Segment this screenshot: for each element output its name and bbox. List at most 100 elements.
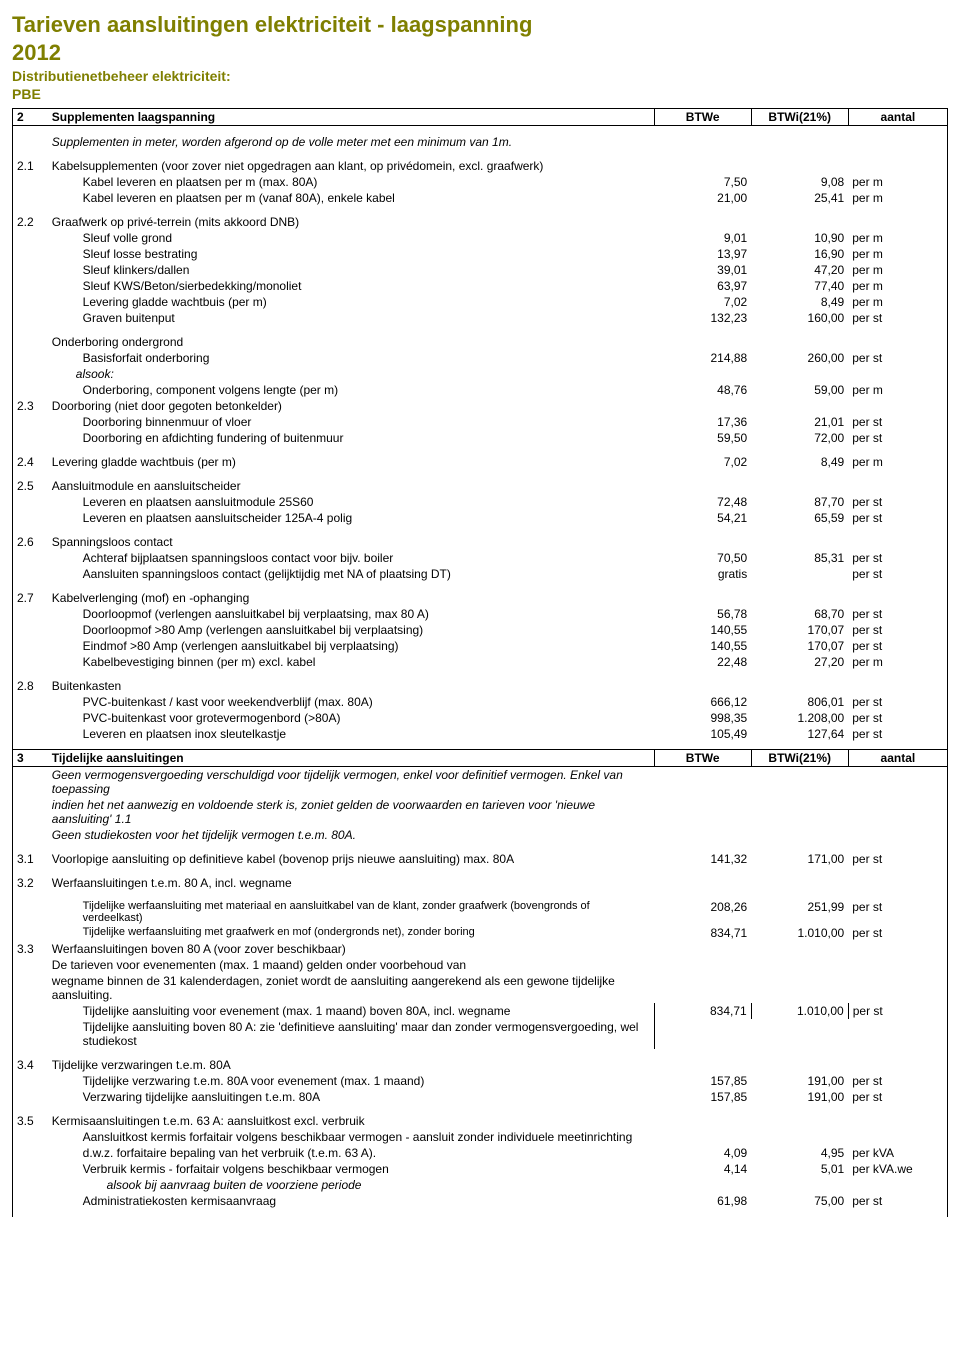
row-v2: 8,49 bbox=[751, 454, 848, 470]
table-row: Doorloopmof (verlengen aansluitkabel bij… bbox=[13, 606, 948, 622]
row-v1: 157,85 bbox=[654, 1073, 751, 1089]
row-unit: per st bbox=[848, 494, 947, 510]
row-unit: per st bbox=[848, 310, 947, 326]
table-row: Tijdelijke aansluiting boven 80 A: zie '… bbox=[13, 1019, 948, 1049]
row-label: Doorloopmof (verlengen aansluitkabel bij… bbox=[79, 606, 655, 622]
row-v2: 9,08 bbox=[751, 174, 848, 190]
table-row: PVC-buitenkast voor grotevermogenbord (>… bbox=[13, 710, 948, 726]
row-v2: 5,01 bbox=[751, 1161, 848, 1177]
row-v2: 1.208,00 bbox=[751, 710, 848, 726]
table-row: 3.1Voorlopige aansluiting op definitieve… bbox=[13, 851, 948, 867]
row-v1: 72,48 bbox=[654, 494, 751, 510]
table-row: Administratiekosten kermisaanvraag61,987… bbox=[13, 1193, 948, 1209]
intro-line: indien het net aanwezig en voldoende ste… bbox=[48, 797, 654, 827]
row-unit: per st bbox=[848, 638, 947, 654]
table-row: Sleuf volle grond9,0110,90per m bbox=[13, 230, 948, 246]
table-row: Verzwaring tijdelijke aansluitingen t.e.… bbox=[13, 1089, 948, 1105]
row-v1: 54,21 bbox=[654, 510, 751, 526]
row-num: 3.4 bbox=[13, 1057, 48, 1073]
row-unit: per m bbox=[848, 174, 947, 190]
row-v1: 7,50 bbox=[654, 174, 751, 190]
table-row: 2.6Spanningsloos contact bbox=[13, 534, 948, 550]
title-subtitle: Distributienetbeheer elektriciteit: bbox=[12, 68, 948, 84]
row-alsook: alsook bij aanvraag buiten de voorziene … bbox=[79, 1177, 655, 1193]
row-v2: 1.010,00 bbox=[751, 1003, 848, 1019]
table-row: Tijdelijke verzwaring t.e.m. 80A voor ev… bbox=[13, 1073, 948, 1089]
row-line: Aansluitkost kermis forfaitair volgens b… bbox=[79, 1129, 655, 1145]
table-row: 2.5Aansluitmodule en aansluitscheider bbox=[13, 478, 948, 494]
row-unit: per st bbox=[848, 622, 947, 638]
table-row: Geen vermogensvergoeding verschuldigd vo… bbox=[13, 767, 948, 798]
row-label: Achteraf bijplaatsen spanningsloos conta… bbox=[79, 550, 655, 566]
row-label: Tijdelijke verzwaring t.e.m. 80A voor ev… bbox=[79, 1073, 655, 1089]
col-btwi: BTWi(21%) bbox=[751, 109, 848, 126]
row-v2: 21,01 bbox=[751, 414, 848, 430]
row-num: 3.2 bbox=[13, 875, 48, 891]
table-row: 3.4Tijdelijke verzwaringen t.e.m. 80A bbox=[13, 1057, 948, 1073]
row-unit: per st bbox=[848, 566, 947, 582]
row-v1: 132,23 bbox=[654, 310, 751, 326]
table-row: Levering gladde wachtbuis (per m)7,028,4… bbox=[13, 294, 948, 310]
table-row: Geen studiekosten voor het tijdelijk ver… bbox=[13, 827, 948, 843]
table-row: Leveren en plaatsen aansluitscheider 125… bbox=[13, 510, 948, 526]
row-unit: per st bbox=[848, 606, 947, 622]
row-head: Kabelsupplementen (voor zover niet opged… bbox=[48, 158, 654, 174]
row-unit: per st bbox=[848, 899, 947, 925]
row-head: Spanningsloos contact bbox=[48, 534, 654, 550]
row-v1: 70,50 bbox=[654, 550, 751, 566]
row-head: Kabelverlenging (mof) en -ophanging bbox=[48, 590, 654, 606]
row-label: Leveren en plaatsen aansluitmodule 25S60 bbox=[79, 494, 655, 510]
intro-line: Geen studiekosten voor het tijdelijk ver… bbox=[48, 827, 654, 843]
row-label: Verzwaring tijdelijke aansluitingen t.e.… bbox=[79, 1089, 655, 1105]
row-label: Kabel leveren en plaatsen per m (vanaf 8… bbox=[79, 190, 655, 206]
row-unit: per m bbox=[848, 190, 947, 206]
row-v2: 75,00 bbox=[751, 1193, 848, 1209]
row-line: wegname binnen de 31 kalenderdagen, zoni… bbox=[48, 973, 654, 1003]
row-v1: 140,55 bbox=[654, 622, 751, 638]
table-row: alsook: bbox=[13, 366, 948, 382]
row-alsook: alsook: bbox=[48, 366, 654, 382]
table-row: 3.2Werfaansluitingen t.e.m. 80 A, incl. … bbox=[13, 875, 948, 891]
row-label: Kabel leveren en plaatsen per m (max. 80… bbox=[79, 174, 655, 190]
section-title: Tijdelijke aansluitingen bbox=[48, 750, 654, 767]
section-intro: Supplementen in meter, worden afgerond o… bbox=[48, 134, 654, 150]
row-num: 2.2 bbox=[13, 214, 48, 230]
row-unit: per st bbox=[848, 1073, 947, 1089]
table-row: De tarieven voor evenementen (max. 1 maa… bbox=[13, 957, 948, 973]
row-unit: per st bbox=[848, 414, 947, 430]
table-row: indien het net aanwezig en voldoende ste… bbox=[13, 797, 948, 827]
table-row: PVC-buitenkast / kast voor weekendverbli… bbox=[13, 694, 948, 710]
row-label: Verbruik kermis - forfaitair volgens bes… bbox=[79, 1161, 655, 1177]
row-v1: 39,01 bbox=[654, 262, 751, 278]
row-v1: 7,02 bbox=[654, 454, 751, 470]
row-v2: 171,00 bbox=[751, 851, 848, 867]
row-label: Voorlopige aansluiting op definitieve ka… bbox=[48, 851, 654, 867]
row-label: Leveren en plaatsen aansluitscheider 125… bbox=[79, 510, 655, 526]
row-num: 2.6 bbox=[13, 534, 48, 550]
row-label: Sleuf volle grond bbox=[79, 230, 655, 246]
row-v1: 214,88 bbox=[654, 350, 751, 366]
table-row: Tijdelijke werfaansluiting met materiaal… bbox=[13, 899, 948, 925]
row-v1: 834,71 bbox=[654, 1003, 751, 1019]
table-row: Graven buitenput132,23160,00per st bbox=[13, 310, 948, 326]
table-row: Kabelbevestiging binnen (per m) excl. ka… bbox=[13, 654, 948, 670]
row-unit: per m bbox=[848, 230, 947, 246]
row-v1: 4,14 bbox=[654, 1161, 751, 1177]
row-num: 3.5 bbox=[13, 1113, 48, 1129]
table-row: Kabel leveren en plaatsen per m (max. 80… bbox=[13, 174, 948, 190]
row-label: Doorboring binnenmuur of vloer bbox=[79, 414, 655, 430]
row-v2: 1.010,00 bbox=[751, 925, 848, 941]
row-v1: 63,97 bbox=[654, 278, 751, 294]
row-label: Tijdelijke aansluiting boven 80 A: zie '… bbox=[79, 1019, 655, 1049]
row-label: Sleuf losse bestrating bbox=[79, 246, 655, 262]
row-v1: 22,48 bbox=[654, 654, 751, 670]
row-v1: 9,01 bbox=[654, 230, 751, 246]
table-row: 2.7Kabelverlenging (mof) en -ophanging bbox=[13, 590, 948, 606]
row-head: Buitenkasten bbox=[48, 678, 654, 694]
row-unit: per st bbox=[848, 1089, 947, 1105]
table-row: Basisforfait onderboring214,88260,00per … bbox=[13, 350, 948, 366]
row-num: 2.1 bbox=[13, 158, 48, 174]
row-v2: 65,59 bbox=[751, 510, 848, 526]
row-unit: per st bbox=[848, 430, 947, 446]
row-num: 2.5 bbox=[13, 478, 48, 494]
